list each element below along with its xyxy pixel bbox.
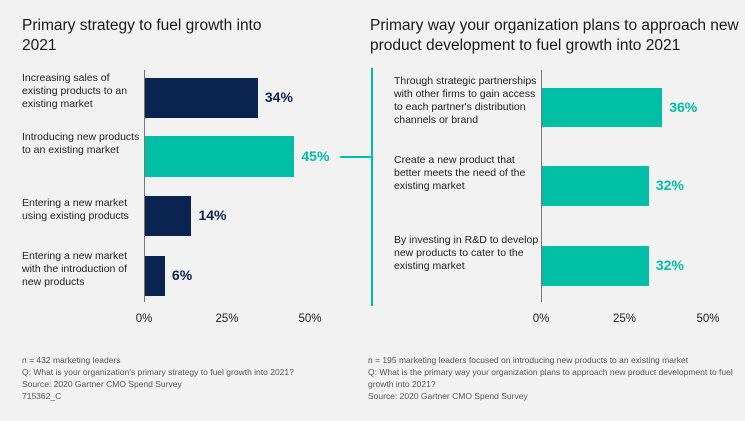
bar — [145, 78, 258, 118]
category-label: Introducing new products to an existing … — [22, 130, 140, 156]
right-notes: n = 195 marketing leaders focused on int… — [368, 354, 740, 402]
bracket-line — [371, 68, 373, 306]
note-line: Source: 2020 Gartner CMO Spend Survey — [368, 391, 528, 401]
data-label: 36% — [669, 98, 698, 115]
left-notes: n = 432 marketing leaders Q: What is you… — [22, 354, 352, 402]
data-label: 14% — [198, 207, 227, 223]
category-label: Create a new product that better meets t… — [394, 153, 526, 192]
category-label: By investing in R&D to develop new produ… — [394, 233, 539, 272]
bar — [145, 256, 165, 296]
category-label: Through strategic partnerships with othe… — [394, 75, 537, 126]
note-line: n = 432 marketing leaders — [22, 355, 121, 365]
tick-label: 0% — [532, 313, 550, 325]
tick-label: 50% — [298, 313, 322, 325]
bar — [542, 246, 649, 286]
note-line: n = 195 marketing leaders focused on int… — [368, 355, 689, 365]
note-line: Q: What is the primary way your organiza… — [368, 367, 733, 389]
bracket-connector — [340, 156, 372, 158]
data-label: 32% — [655, 177, 684, 193]
tick-label: 0% — [135, 313, 153, 325]
tick-label: 25% — [215, 313, 239, 325]
bar — [542, 88, 663, 127]
bar — [542, 166, 649, 206]
category-label: Entering a new market using existing pro… — [22, 196, 129, 222]
category-label: Increasing sales of existing products to… — [22, 72, 128, 110]
tick-label: 50% — [696, 313, 720, 325]
data-label: 6% — [171, 267, 193, 283]
data-label: 32% — [655, 257, 684, 273]
note-line: Q: What is your organization's primary s… — [22, 367, 294, 377]
right-chart-title: Primary way your organization plans to a… — [370, 17, 739, 54]
data-label: 45% — [301, 147, 330, 164]
note-line: Source: 2020 Gartner CMO Spend Survey — [22, 379, 182, 389]
left-axis-line — [144, 70, 145, 302]
tick-label: 25% — [612, 313, 637, 325]
right-axis-line — [541, 70, 542, 302]
left-chart-title: Primary strategy to fuel growth into 202… — [22, 17, 262, 54]
note-line: 715362_C — [22, 391, 62, 401]
bar — [145, 136, 295, 177]
data-label: 34% — [264, 89, 293, 105]
bar — [145, 196, 192, 236]
category-label: Entering a new market with the introduct… — [22, 250, 128, 288]
